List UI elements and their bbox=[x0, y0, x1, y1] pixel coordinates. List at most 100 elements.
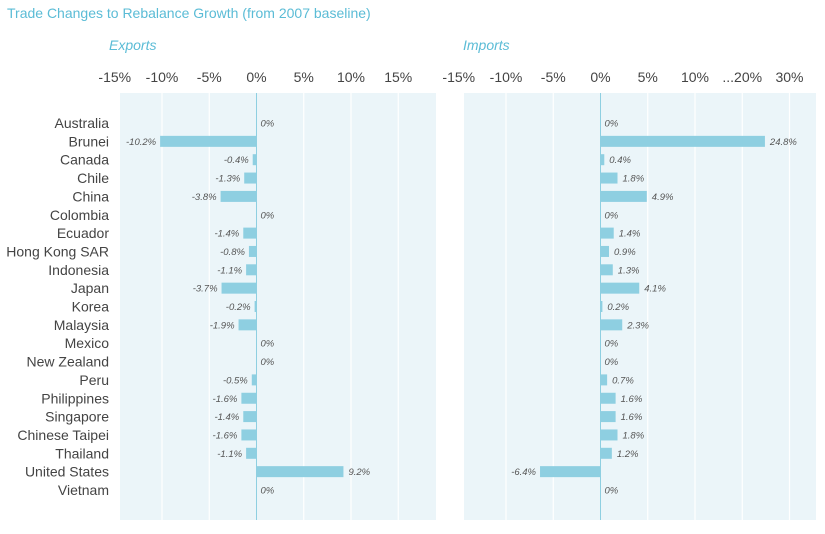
exports-tick-label: 15% bbox=[384, 69, 412, 85]
imports-tick-label: 30% bbox=[775, 69, 803, 85]
imports-data-label: 0% bbox=[605, 339, 619, 350]
imports-bar bbox=[600, 392, 616, 404]
category-label: Brunei bbox=[69, 133, 109, 149]
imports-bar bbox=[540, 466, 601, 478]
imports-panel-title: Imports bbox=[463, 37, 510, 53]
imports-bar bbox=[600, 282, 640, 294]
category-label: China bbox=[72, 188, 109, 204]
exports-bar bbox=[243, 411, 257, 423]
category-label: Vietnam bbox=[58, 482, 109, 498]
exports-bar bbox=[251, 374, 257, 386]
exports-data-label: -1.6% bbox=[213, 394, 238, 405]
category-label: Indonesia bbox=[48, 262, 109, 278]
exports-data-label: 0% bbox=[261, 357, 275, 368]
exports-data-label: -1.9% bbox=[210, 320, 235, 331]
exports-bar bbox=[160, 135, 257, 147]
chart-title: Trade Changes to Rebalance Growth (from … bbox=[7, 5, 371, 21]
exports-tick-label: 0% bbox=[246, 69, 266, 85]
exports-bar bbox=[248, 245, 257, 257]
category-label: Singapore bbox=[45, 409, 109, 425]
imports-data-label: 1.3% bbox=[618, 265, 640, 276]
exports-bar bbox=[220, 190, 257, 202]
exports-bar bbox=[256, 466, 344, 478]
imports-data-label: 0.2% bbox=[607, 302, 629, 313]
exports-plot-area bbox=[120, 93, 436, 520]
imports-bar bbox=[600, 227, 614, 239]
exports-tick-label: -15% bbox=[98, 69, 131, 85]
exports-bar bbox=[241, 429, 257, 441]
exports-data-label: 9.2% bbox=[348, 467, 370, 478]
imports-data-label: 24.8% bbox=[769, 137, 797, 148]
exports-data-label: 0% bbox=[261, 210, 275, 221]
exports-data-label: -1.3% bbox=[215, 174, 240, 185]
imports-tick-label: 0% bbox=[590, 69, 610, 85]
exports-tick-label: 10% bbox=[337, 69, 365, 85]
imports-bar bbox=[600, 429, 618, 441]
exports-data-label: 0% bbox=[261, 339, 275, 350]
exports-bar bbox=[246, 264, 257, 276]
category-label: United States bbox=[25, 464, 109, 480]
exports-data-label: -1.4% bbox=[214, 229, 239, 240]
exports-tick-label: -10% bbox=[146, 69, 179, 85]
imports-data-label: 2.3% bbox=[626, 320, 649, 331]
exports-data-label: -1.4% bbox=[214, 412, 239, 423]
exports-data-label: -0.4% bbox=[224, 155, 249, 166]
category-label: Thailand bbox=[55, 445, 109, 461]
exports-bar bbox=[238, 319, 257, 331]
imports-tick-label: ...20% bbox=[722, 69, 762, 85]
imports-data-label: 0% bbox=[605, 119, 619, 130]
category-label: New Zealand bbox=[27, 354, 110, 370]
category-label: Chile bbox=[77, 170, 109, 186]
exports-bar bbox=[254, 301, 257, 312]
exports-tick-label: -5% bbox=[197, 69, 222, 85]
imports-bar bbox=[600, 264, 613, 276]
category-label: Korea bbox=[72, 299, 110, 315]
exports-bar bbox=[241, 392, 257, 404]
category-label: Canada bbox=[60, 152, 109, 168]
imports-bar bbox=[600, 245, 610, 257]
imports-data-label: 1.2% bbox=[617, 449, 639, 460]
category-label: Mexico bbox=[65, 335, 110, 351]
imports-data-label: 0.4% bbox=[609, 155, 631, 166]
imports-data-label: 4.9% bbox=[652, 192, 674, 203]
imports-bar bbox=[600, 447, 612, 459]
exports-tick-label: 5% bbox=[294, 69, 314, 85]
category-label: Hong Kong SAR bbox=[6, 243, 109, 259]
exports-bar bbox=[244, 172, 257, 184]
imports-data-label: 0% bbox=[605, 210, 619, 221]
exports-bar bbox=[243, 227, 257, 239]
category-label: Ecuador bbox=[57, 225, 109, 241]
exports-data-label: -1.6% bbox=[213, 430, 238, 441]
imports-data-label: 1.6% bbox=[621, 412, 643, 423]
exports-data-label: -0.2% bbox=[226, 302, 251, 313]
imports-bar bbox=[600, 190, 647, 202]
exports-bar bbox=[252, 154, 257, 166]
imports-data-label: 1.8% bbox=[623, 430, 645, 441]
category-label: Chinese Taipei bbox=[17, 427, 109, 443]
exports-data-label: 0% bbox=[261, 486, 275, 497]
imports-data-label: 4.1% bbox=[644, 284, 666, 295]
exports-data-label: -1.1% bbox=[217, 449, 242, 460]
category-label: Peru bbox=[79, 372, 109, 388]
exports-panel-title: Exports bbox=[109, 37, 157, 53]
imports-plot-area bbox=[464, 93, 816, 520]
imports-bar bbox=[600, 411, 616, 423]
exports-data-label: -0.8% bbox=[220, 247, 245, 258]
imports-data-label: 0.9% bbox=[614, 247, 636, 258]
exports-data-label: 0% bbox=[261, 119, 275, 130]
imports-data-label: 1.4% bbox=[619, 229, 641, 240]
imports-data-label: 0% bbox=[605, 486, 619, 497]
exports-data-label: -0.5% bbox=[223, 375, 248, 386]
imports-tick-label: -15% bbox=[442, 69, 475, 85]
imports-tick-label: 5% bbox=[638, 69, 658, 85]
exports-bar bbox=[221, 282, 257, 294]
imports-tick-label: 10% bbox=[681, 69, 709, 85]
category-label: Philippines bbox=[41, 390, 109, 406]
imports-data-label: 1.6% bbox=[621, 394, 643, 405]
imports-data-label: 0% bbox=[605, 357, 619, 368]
imports-data-label: 0.7% bbox=[612, 375, 634, 386]
imports-bar bbox=[600, 154, 605, 166]
exports-bar bbox=[246, 447, 257, 459]
imports-tick-label: -5% bbox=[541, 69, 566, 85]
